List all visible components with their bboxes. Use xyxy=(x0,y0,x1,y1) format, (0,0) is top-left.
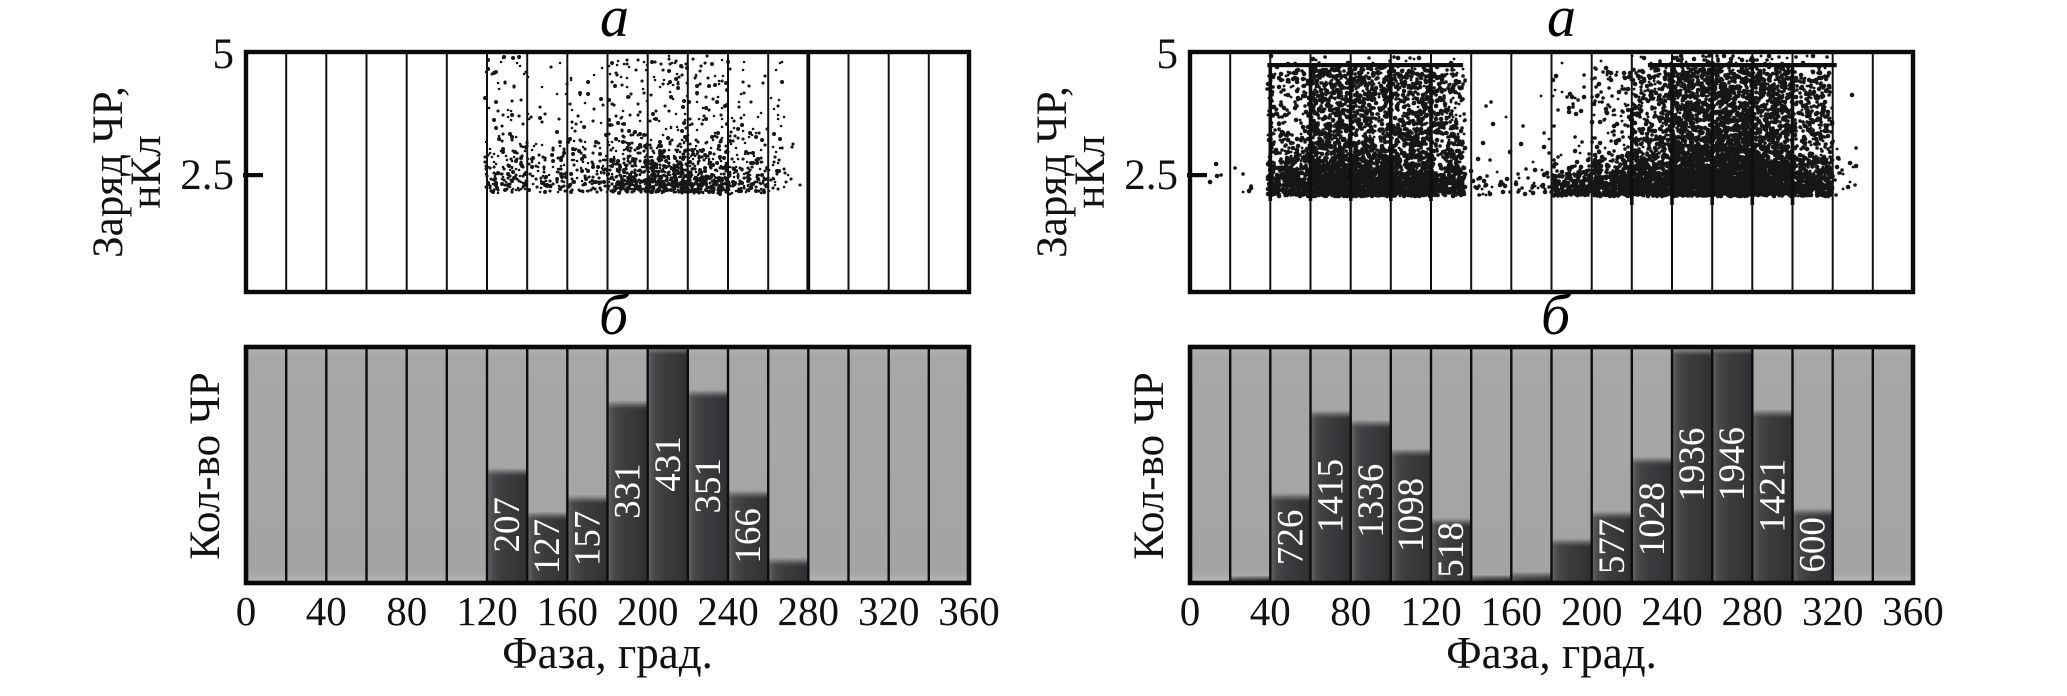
svg-text:360: 360 xyxy=(938,588,1000,634)
svg-text:320: 320 xyxy=(858,588,920,634)
svg-text:80: 80 xyxy=(386,588,427,634)
svg-text:360: 360 xyxy=(1882,588,1944,634)
svg-text:1415: 1415 xyxy=(1311,459,1352,533)
svg-text:нКл: нКл xyxy=(1067,135,1114,208)
svg-text:518: 518 xyxy=(1431,522,1472,578)
svg-text:1936: 1936 xyxy=(1672,428,1713,502)
svg-text:160: 160 xyxy=(1481,588,1543,634)
svg-text:577: 577 xyxy=(1592,519,1633,575)
svg-text:1028: 1028 xyxy=(1632,482,1673,556)
svg-text:240: 240 xyxy=(697,588,759,634)
svg-text:1946: 1946 xyxy=(1712,427,1753,501)
svg-text:1421: 1421 xyxy=(1752,459,1793,533)
svg-text:2.5: 2.5 xyxy=(1124,152,1178,199)
svg-text:б: б xyxy=(599,282,630,347)
svg-text:726: 726 xyxy=(1270,510,1311,566)
svg-text:5: 5 xyxy=(213,31,235,78)
svg-text:166: 166 xyxy=(728,508,769,564)
svg-text:280: 280 xyxy=(778,588,840,634)
svg-text:200: 200 xyxy=(617,588,679,634)
svg-text:Заряд ЧР,: Заряд ЧР, xyxy=(85,86,132,258)
svg-text:331: 331 xyxy=(608,463,649,518)
svg-text:120: 120 xyxy=(456,588,518,634)
svg-text:351: 351 xyxy=(688,458,729,514)
svg-text:280: 280 xyxy=(1722,588,1784,634)
svg-text:157: 157 xyxy=(567,511,608,567)
svg-text:120: 120 xyxy=(1400,588,1462,634)
svg-text:2.5: 2.5 xyxy=(180,152,234,199)
svg-text:Заряд ЧР,: Заряд ЧР, xyxy=(1029,86,1076,258)
svg-text:1336: 1336 xyxy=(1351,464,1392,538)
svg-text:a: a xyxy=(1547,0,1576,49)
svg-text:a: a xyxy=(600,0,629,49)
svg-text:240: 240 xyxy=(1641,588,1703,634)
svg-text:Фаза, град.: Фаза, град. xyxy=(1446,628,1657,678)
svg-text:600: 600 xyxy=(1793,517,1834,573)
svg-text:127: 127 xyxy=(527,519,568,575)
svg-text:б: б xyxy=(1541,282,1572,347)
svg-text:1098: 1098 xyxy=(1391,478,1432,552)
svg-text:431: 431 xyxy=(648,436,689,492)
svg-text:80: 80 xyxy=(1330,588,1371,634)
svg-text:40: 40 xyxy=(306,588,347,634)
svg-text:320: 320 xyxy=(1802,588,1864,634)
svg-text:Кол-во ЧР: Кол-во ЧР xyxy=(1126,372,1173,559)
svg-text:нКл: нКл xyxy=(123,135,170,208)
svg-text:0: 0 xyxy=(236,588,257,634)
svg-text:5: 5 xyxy=(1157,31,1179,78)
svg-text:200: 200 xyxy=(1561,588,1623,634)
svg-text:160: 160 xyxy=(537,588,599,634)
svg-text:40: 40 xyxy=(1250,588,1291,634)
svg-text:0: 0 xyxy=(1180,588,1201,634)
svg-text:207: 207 xyxy=(487,497,528,552)
svg-text:Кол-во ЧР: Кол-во ЧР xyxy=(182,372,229,559)
svg-text:Фаза, град.: Фаза, град. xyxy=(502,628,713,678)
